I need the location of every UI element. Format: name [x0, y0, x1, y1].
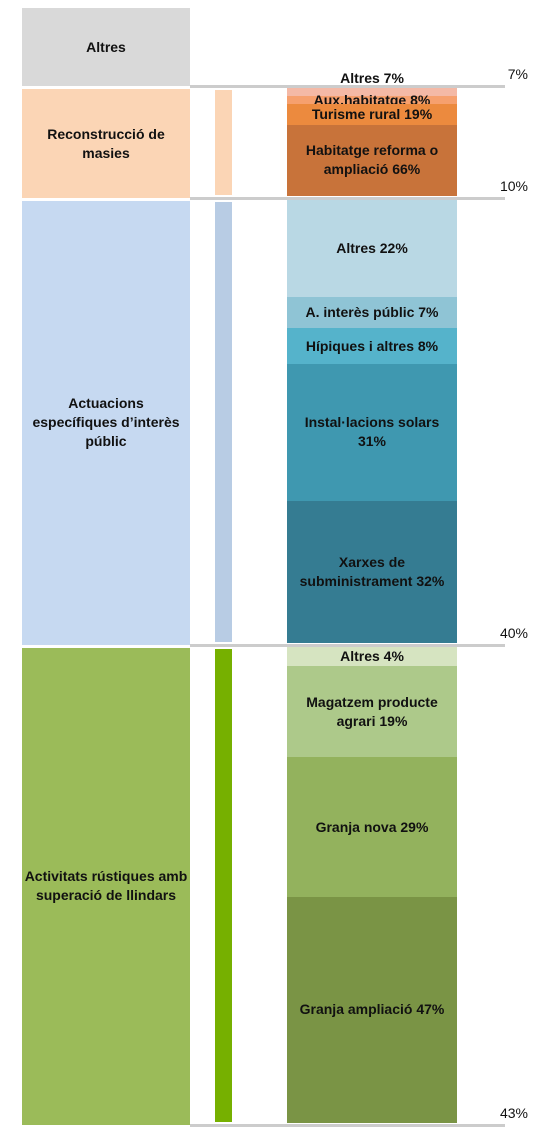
share-label-label: 43%	[499, 1105, 528, 1121]
group-bar	[215, 90, 232, 195]
segment: Xarxes de subministrament 32%	[287, 500, 457, 643]
group-bar	[215, 201, 232, 642]
boundary-line	[190, 85, 505, 89]
share-label-label: 7%	[507, 66, 528, 83]
group-bar	[215, 648, 232, 1122]
segment-label: Turisme rural 19%	[311, 106, 433, 123]
segment: Magatzem producte agrari 19%	[287, 665, 457, 758]
boundary-line	[190, 196, 505, 200]
boundary-line	[190, 643, 505, 647]
segment: Turisme rural 19%	[287, 104, 457, 125]
segment-label: Hípiques i altres 8%	[305, 337, 439, 354]
group-box: Actuacions específiques d’interès públic	[22, 200, 190, 645]
segment-label: A. interès públic 7%	[305, 304, 439, 321]
segment-label: Altres 7%	[287, 70, 457, 86]
segment: Granja nova 29%	[287, 757, 457, 897]
group-box-label: Activitats rústiques amb superació de ll…	[24, 868, 188, 904]
share-label: 40%	[500, 625, 528, 641]
group-box-label: Reconstrucció de masies	[47, 125, 165, 161]
segment-label: Magatzem producte agrari 19%	[306, 693, 438, 729]
share-label-label: 10%	[499, 177, 528, 194]
segment-label: Instal·lacions solars 31%	[304, 414, 440, 450]
share-label: 7%	[508, 66, 528, 82]
segment-label: Xarxes de subministrament 32%	[299, 553, 445, 589]
segment-label-label: Altres 7%	[340, 70, 404, 87]
segment-label: Aux.habitatge 8%	[313, 91, 431, 108]
boundary-line	[190, 1124, 505, 1127]
share-label: 43%	[500, 1105, 528, 1121]
group-box: Reconstrucció de masies	[22, 89, 190, 198]
segment: Altres 4%	[287, 646, 457, 666]
segment: A. interès públic 7%	[287, 297, 457, 329]
segment-label: Altres 22%	[336, 240, 408, 257]
share-label: 10%	[500, 178, 528, 194]
segment-label: Granja nova 29%	[315, 818, 429, 835]
share-label-label: 40%	[499, 624, 528, 641]
segment: Habitatge reforma o ampliació 66%	[287, 124, 457, 196]
segment	[287, 88, 457, 96]
segment-label: Granja ampliació 47%	[299, 1001, 445, 1018]
segment: Aux.habitatge 8%	[287, 92, 457, 108]
group-box-label: Actuacions específiques d’interès públic	[32, 395, 180, 450]
segment: Hípiques i altres 8%	[287, 328, 457, 364]
segment: Instal·lacions solars 31%	[287, 363, 457, 501]
group-box: Activitats rústiques amb superació de ll…	[22, 647, 190, 1125]
segment-label: Altres 4%	[340, 647, 404, 664]
group-box-label: Altres	[86, 38, 126, 55]
segment: Altres 22%	[287, 199, 457, 298]
segment-label: Habitatge reforma o ampliació 66%	[305, 142, 439, 178]
group-box: Altres	[22, 8, 190, 87]
segment: Granja ampliació 47%	[287, 896, 457, 1123]
